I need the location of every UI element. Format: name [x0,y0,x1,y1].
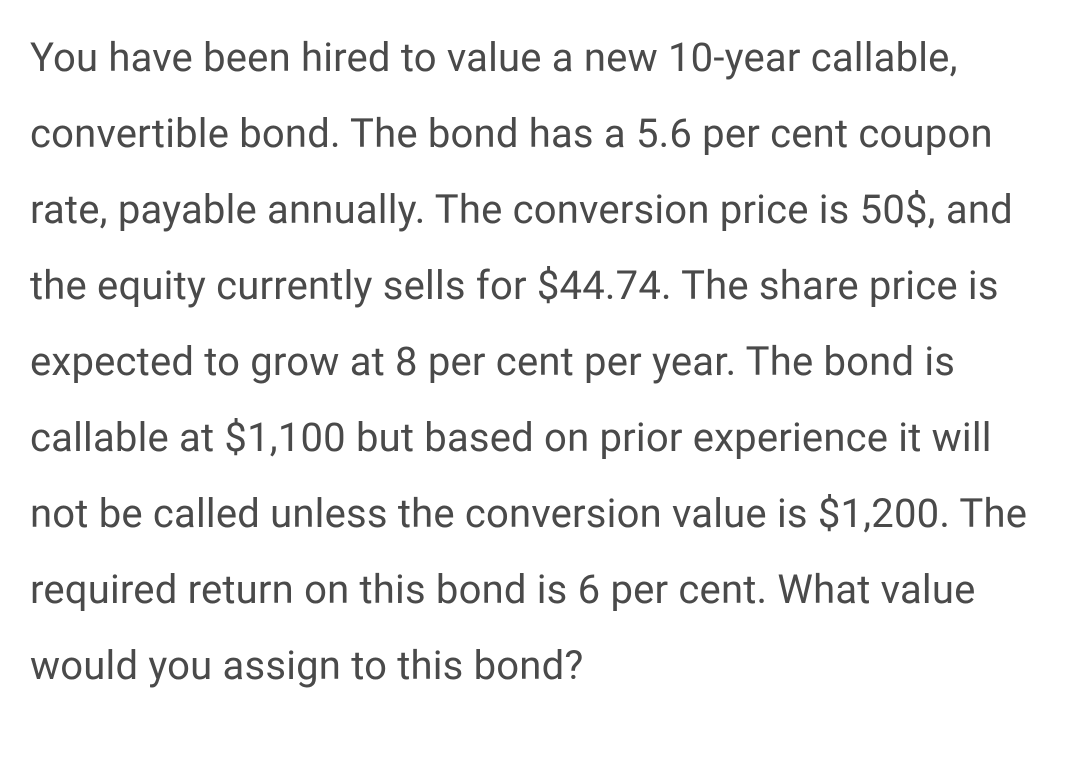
problem-text: You have been hired to value a new 10-ye… [30,20,1050,704]
